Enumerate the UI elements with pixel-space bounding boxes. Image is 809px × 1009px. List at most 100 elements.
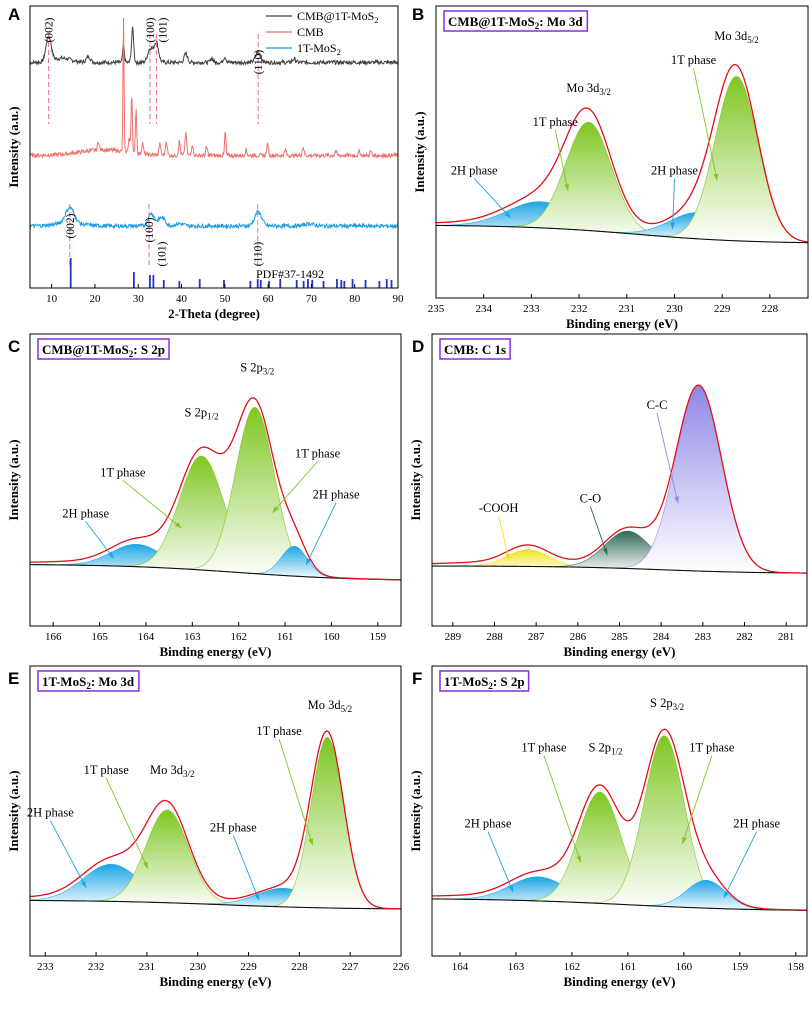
x-tick-label: 287	[528, 631, 545, 643]
panel-title: CMB@1T-MoS2: Mo 3d	[443, 10, 589, 32]
envelope-line	[436, 63, 808, 243]
axes-frame	[435, 5, 809, 299]
leader-line	[305, 502, 337, 566]
annotation-main: -COOH	[479, 501, 519, 515]
x-tick-label: 60	[263, 293, 275, 305]
legend-sub: 2	[337, 47, 341, 57]
arrow-head	[674, 496, 679, 504]
title-box	[439, 338, 511, 360]
x-tick-label: 162	[564, 961, 581, 973]
axes-frame	[431, 665, 808, 957]
x-tick-label: 286	[570, 631, 587, 643]
x-tick-label: 284	[653, 631, 670, 643]
arrow-head	[576, 855, 581, 863]
annotation-main: 1T phase	[100, 465, 146, 479]
arrow-head	[713, 173, 719, 181]
annotation-sub: 5/2	[341, 704, 353, 714]
x-tick-labels: 289 288 287 286 285 284 283 282 281	[445, 622, 794, 643]
annotation-label: 1T phase	[689, 741, 735, 755]
title-main: CMB@1T-MoS	[42, 342, 129, 357]
x-tick-label: 229	[240, 961, 257, 973]
x-tick-label: 163	[508, 961, 525, 973]
arrow-head	[508, 885, 514, 893]
annotation-label: S 2p1/2	[185, 405, 219, 421]
x-axis-label: Binding energy (eV)	[160, 644, 272, 659]
panel-a: PDF#37-1492(002) (100) (101)(110)(002) (100…	[6, 5, 404, 321]
axes-frame	[431, 333, 808, 627]
annotation-main: Mo 3d	[566, 81, 600, 95]
x-tick-label: 228	[762, 303, 779, 315]
x-tick-label: 285	[611, 631, 628, 643]
annotation-label: 1T phase	[84, 763, 130, 777]
arrow-head	[723, 890, 729, 898]
series-line-0	[30, 26, 398, 67]
annotation-label: 1T phase	[671, 53, 717, 67]
annotation-sub: 3/2	[263, 367, 275, 377]
panel-d: 289 288 287 286 285 284 283 282 281 Binding energ…	[408, 333, 808, 659]
title-tail: : Mo 3d	[91, 674, 135, 689]
annotation-label: 1T phase	[295, 447, 341, 461]
plot-area	[30, 730, 401, 910]
panel-e: 233 232 231 230 229 228 227 226 Binding energy (…	[6, 665, 410, 989]
annotation-sub: 1/2	[207, 411, 219, 421]
plot-area	[436, 63, 808, 244]
annotation-main: C-O	[580, 491, 602, 505]
panel-f: 164 163 162 161 160 159 158 Binding energy (eV)…	[408, 665, 808, 989]
y-axis-label: Intensity (a.u.)	[6, 439, 21, 520]
arrow-head	[80, 880, 87, 888]
annotation-main: 2H phase	[210, 820, 257, 834]
annotation-main: 1T phase	[689, 741, 735, 755]
leader-line	[543, 755, 582, 863]
x-axis-label: Binding energy (eV)	[564, 644, 676, 659]
panel-title-text: CMB: C 1s	[444, 342, 506, 357]
peak-label: (100)	[144, 217, 156, 242]
annotation-label: Mo 3d5/2	[714, 29, 759, 45]
leader-line	[487, 831, 514, 893]
annotation-main: 2H phase	[313, 488, 360, 502]
plot-area	[432, 728, 807, 911]
annotation-label: S 2p3/2	[650, 696, 684, 712]
title-main: 1T-MoS	[444, 674, 488, 689]
panel-letter-c: C	[8, 337, 20, 356]
leader-line	[278, 738, 314, 846]
peak-label: (002)	[44, 17, 56, 42]
panel-letter-e: E	[8, 669, 19, 688]
background-line	[432, 565, 807, 574]
y-axis-label: Intensity (a.u.)	[6, 770, 21, 851]
panel-title-text: 1T-MoS2: S 2p	[444, 674, 525, 691]
annotation-sub: 3/2	[183, 769, 195, 779]
panel-title: CMB@1T-MoS2: S 2p	[37, 338, 170, 360]
x-tick-label: 10	[46, 293, 58, 305]
x-tick-label: 161	[277, 631, 294, 643]
annotation-main: 2H phase	[62, 506, 109, 520]
legend-label: 1T-MoS2	[297, 41, 341, 57]
panel-title-text: CMB@1T-MoS2: Mo 3d	[448, 14, 583, 31]
annotation-main: 2H phase	[733, 817, 780, 831]
x-tick-label: 232	[571, 303, 588, 315]
y-axis-label: Intensity (a.u.)	[412, 111, 427, 192]
x-tick-label: 230	[189, 961, 206, 973]
x-tick-label: 282	[736, 631, 753, 643]
annotation-sub: 1/2	[611, 747, 623, 757]
leader-line	[105, 777, 149, 869]
x-tick-label: 163	[184, 631, 201, 643]
axes-frame	[29, 333, 402, 627]
x-tick-label: 230	[666, 303, 683, 315]
arrow-head	[670, 222, 676, 230]
panel-letter-b: B	[412, 5, 424, 24]
y-axis-label: Intensity (a.u.)	[6, 106, 21, 187]
annotation-main: 2H phase	[27, 806, 74, 820]
annotation-label: C-C	[647, 398, 668, 412]
x-tick-label: 50	[219, 293, 231, 305]
leader-line	[232, 835, 260, 901]
annotation-label: 2H phase	[27, 806, 74, 820]
legend-main: CMB	[297, 25, 324, 39]
peak-label: (101)	[157, 17, 169, 42]
title-tail: : S 2p	[493, 674, 525, 689]
panel-letter-f: F	[412, 669, 422, 688]
annotation-main: 1T phase	[256, 724, 302, 738]
annotation-label: S 2p3/2	[240, 361, 274, 377]
x-tick-label: 235	[428, 303, 445, 315]
x-tick-label: 158	[788, 961, 805, 973]
